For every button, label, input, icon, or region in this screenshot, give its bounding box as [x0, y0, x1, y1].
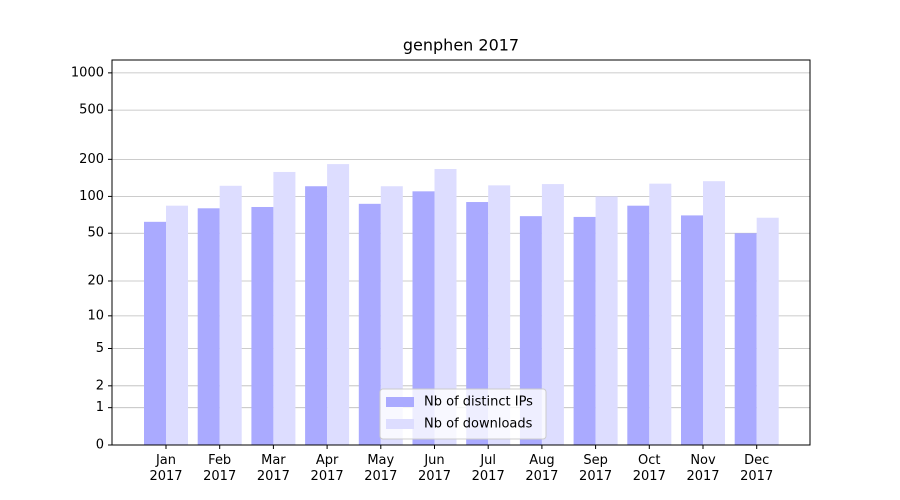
- bar: [703, 181, 725, 445]
- bar: [734, 233, 757, 445]
- x-tick-label: Feb 2017: [203, 453, 237, 484]
- y-tick-label: 0: [96, 438, 104, 453]
- bar: [144, 221, 166, 445]
- bar: [166, 205, 188, 445]
- bar: [519, 216, 542, 445]
- legend-swatch: [386, 397, 414, 407]
- x-tick-label: Jan 2017: [149, 453, 183, 484]
- bar: [273, 171, 296, 445]
- bar: [756, 217, 779, 445]
- bar: [466, 202, 489, 445]
- bar: [197, 208, 220, 445]
- y-tick-label: 1: [96, 400, 104, 415]
- y-tick-label: 500: [79, 103, 104, 118]
- legend-swatch: [386, 419, 414, 429]
- legend-box: [379, 388, 547, 440]
- bar: [627, 205, 650, 445]
- x-tick-label: Mar 2017: [256, 453, 290, 484]
- y-tick-label: 100: [79, 189, 104, 204]
- x-tick-label: Jun 2017: [417, 453, 452, 484]
- y-tick-label: 1000: [71, 65, 104, 80]
- y-tick-label: 2: [96, 378, 104, 393]
- bar: [541, 184, 564, 446]
- bars: [144, 164, 779, 446]
- legend: Nb of distinct IPs Nb of downloads: [379, 388, 547, 440]
- bar: [434, 169, 457, 445]
- x-tick-label: May 2017: [364, 453, 398, 484]
- bar: [219, 185, 242, 446]
- bar: [573, 216, 596, 445]
- bar: [305, 186, 328, 445]
- bar: [595, 196, 618, 445]
- x-tick-label: Aug 2017: [525, 453, 559, 484]
- y-tick-label: 200: [79, 152, 104, 167]
- legend-label: Nb of downloads: [424, 417, 533, 432]
- y-tick-label: 20: [87, 274, 104, 289]
- plot-frame: [111, 59, 811, 446]
- y-tick-label: 5: [96, 341, 104, 356]
- x-tick-label: Sep 2017: [579, 453, 613, 484]
- x-tick-label: Jul 2017: [471, 453, 505, 484]
- bar: [358, 203, 381, 445]
- bar: [380, 186, 403, 445]
- bar: [327, 164, 350, 445]
- x-tick-label: Apr 2017: [310, 453, 344, 484]
- bar: [488, 185, 511, 446]
- legend-label: Nb of distinct IPs: [424, 395, 533, 410]
- bar: [251, 206, 274, 445]
- x-tick-label: Nov 2017: [686, 453, 720, 484]
- bar: [412, 191, 435, 445]
- bar: [681, 215, 703, 445]
- x-tick-label: Oct 2017: [632, 453, 666, 484]
- x-tick-label: Dec 2017: [740, 453, 774, 484]
- chart-title: genphen 2017: [403, 36, 519, 55]
- bar: [649, 183, 672, 445]
- y-tick-label: 10: [87, 308, 104, 323]
- y-tick-label: 50: [87, 226, 104, 241]
